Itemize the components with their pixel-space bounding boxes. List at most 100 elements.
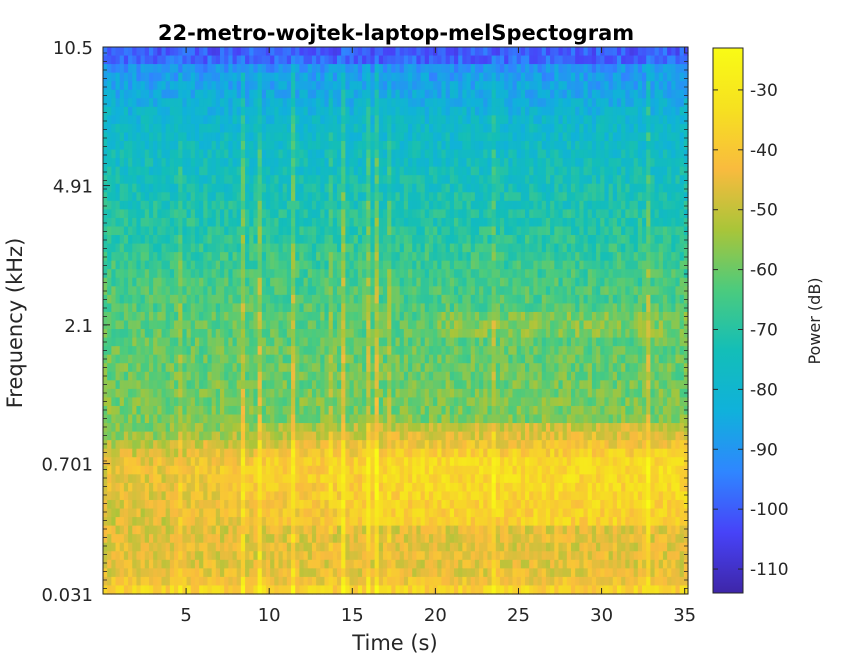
heatmap-cell [667,303,672,313]
heatmap-cell [658,175,664,185]
heatmap-cell [395,158,401,168]
heatmap-cell [207,141,213,151]
heatmap-cell [257,217,263,228]
heatmap-cell [575,55,580,65]
heatmap-cell [562,72,568,82]
heatmap-cell [236,200,242,210]
heatmap-cell [545,98,551,108]
heatmap-cell [470,217,476,228]
heatmap-cell [491,329,497,339]
heatmap-cell [153,200,158,210]
heatmap-cell [274,141,280,151]
heatmap-cell [286,149,292,159]
heatmap-cell [224,141,229,151]
heatmap-cell [207,303,213,313]
heatmap-cell [211,98,217,108]
heatmap-cell [349,149,355,159]
heatmap-cell [491,132,497,142]
heatmap-cell [307,141,313,151]
heatmap-cell [362,106,367,116]
heatmap-cell [282,277,288,287]
heatmap-cell [144,209,150,219]
heatmap-cell [416,149,422,159]
heatmap-cell [153,132,158,142]
heatmap-cell [596,106,601,116]
heatmap-cell [462,243,468,253]
heatmap-cell [499,337,505,347]
heatmap-cell [307,320,313,330]
heatmap-cell [449,303,455,313]
heatmap-cell [165,106,171,116]
heatmap-cell [399,252,405,262]
heatmap-cell [132,55,138,65]
heatmap-cell [374,166,380,176]
heatmap-cell [274,47,280,57]
heatmap-cell [458,158,463,168]
heatmap-cell [111,226,117,236]
heatmap-cell [583,277,589,287]
heatmap-cell [220,252,225,262]
heatmap-cell [320,72,326,82]
heatmap-cell [103,64,108,74]
heatmap-cell [236,320,242,330]
heatmap-cell [541,158,547,168]
heatmap-cell [316,132,321,142]
heatmap-cell [403,252,409,262]
heatmap-cell [128,89,133,99]
heatmap-cell [278,269,284,279]
heatmap-cell [575,243,580,253]
heatmap-cell [600,192,606,202]
heatmap-cell [132,166,138,176]
heatmap-cell [295,277,300,287]
heatmap-cell [575,260,580,270]
heatmap-cell [295,209,300,219]
heatmap-cell [249,98,255,108]
heatmap-cell [207,217,213,228]
heatmap-cell [499,235,505,245]
heatmap-cell [270,209,275,219]
heatmap-cell [583,235,589,245]
heatmap-cell [537,209,543,219]
heatmap-cell [629,72,635,82]
heatmap-cell [571,47,576,57]
heatmap-cell [345,311,351,322]
heatmap-cell [207,209,213,219]
heatmap-cell [165,98,171,108]
heatmap-cell [353,200,359,210]
heatmap-cell [658,72,664,82]
heatmap-cell [545,226,551,236]
heatmap-cell [232,123,238,134]
heatmap-cell [232,252,238,262]
heatmap-cell [541,277,547,287]
heatmap-cell [257,158,263,168]
heatmap-cell [328,166,334,176]
heatmap-cell [612,277,618,287]
heatmap-cell [458,294,463,305]
heatmap-cell [604,226,610,236]
heatmap-cell [428,235,434,245]
heatmap-cell [516,166,522,176]
heatmap-cell [591,209,597,219]
heatmap-cell [107,98,112,108]
heatmap-cell [571,72,576,82]
heatmap-cell [445,132,451,142]
heatmap-cell [316,252,321,262]
heatmap-cell [604,200,610,210]
heatmap-cell [199,311,204,322]
heatmap-cell [215,81,221,91]
heatmap-cell [416,123,422,134]
heatmap-cell [182,64,188,74]
heatmap-cell [642,115,647,125]
heatmap-cell [165,192,171,202]
heatmap-cell [483,89,489,99]
heatmap-cell [349,269,355,279]
heatmap-cell [320,81,326,91]
heatmap-cell [303,166,309,176]
heatmap-cell [596,141,601,151]
heatmap-cell [596,243,601,253]
heatmap-cell [679,98,685,108]
heatmap-cell [587,320,593,330]
heatmap-cell [153,329,158,339]
heatmap-cell [203,158,209,168]
heatmap-cell [566,141,572,151]
